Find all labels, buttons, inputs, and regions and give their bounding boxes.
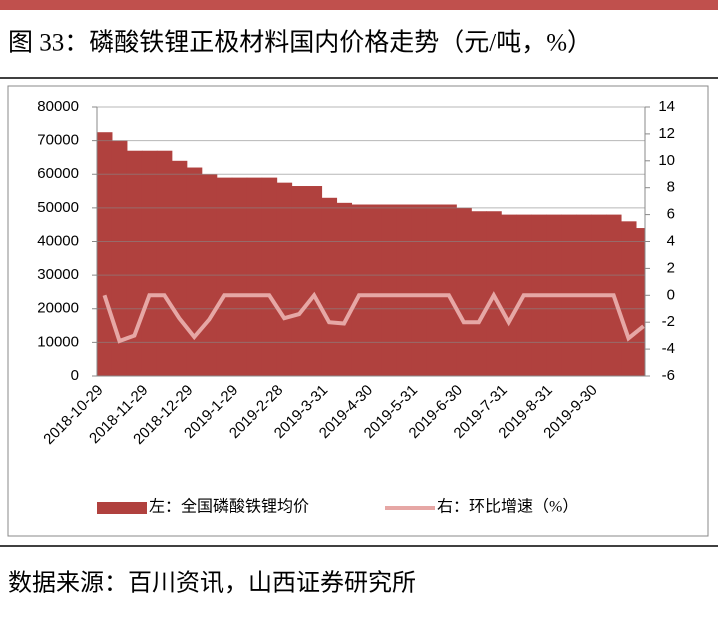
legend-label: 左：全国磷酸铁锂均价 (149, 498, 309, 516)
area-step (276, 182, 293, 376)
y2-tick-label: 8 (667, 179, 675, 196)
y2-tick-label: 0 (667, 286, 675, 303)
title: 图 33：磷酸铁锂正极材料国内价格走势（元/吨，%） (8, 29, 592, 57)
y-tick-label: 0 (71, 367, 79, 384)
y-tick-label: 80000 (37, 98, 79, 115)
area-step (261, 177, 278, 376)
source: 数据来源：百川资讯，山西证券研究所 (8, 570, 416, 597)
area-step (381, 204, 397, 376)
area-step (456, 207, 472, 376)
y-tick-label: 50000 (37, 199, 79, 216)
area-step (111, 140, 128, 376)
area-step (306, 186, 323, 376)
area-step (97, 132, 113, 376)
area-step (291, 186, 308, 376)
area-step (411, 204, 427, 376)
area-step (321, 197, 338, 376)
area-step (441, 204, 457, 376)
legend-swatch (97, 502, 147, 514)
area-step (621, 221, 637, 376)
area-step (426, 204, 442, 376)
area-step (336, 202, 353, 376)
area-step (141, 150, 158, 376)
plot: 0 10000 20000 30000 40000 50000 60000 70000 8000… (37, 98, 675, 516)
y-tick-label: 70000 (37, 132, 79, 149)
y2-tick-label: 6 (667, 206, 675, 223)
area-step (186, 167, 203, 376)
area-step (501, 214, 517, 376)
area-step (171, 160, 188, 376)
area-step (156, 150, 173, 376)
y-tick-label: 40000 (37, 232, 79, 249)
y2-tick-label: 4 (667, 232, 675, 249)
y2-tick-label: 14 (658, 98, 675, 115)
area-step (351, 204, 368, 376)
area-step (246, 177, 263, 376)
area-step (636, 228, 645, 376)
chart-frame (7, 85, 709, 537)
area-step (366, 204, 382, 376)
area-step (216, 177, 233, 376)
y2-tick-label: -4 (662, 340, 675, 357)
y-tick-label: 10000 (37, 333, 79, 350)
y2-tick-label: 12 (658, 125, 675, 142)
legend-label: 右：环比增速（%） (437, 498, 578, 516)
top-bar (0, 0, 718, 10)
area-step (231, 177, 248, 376)
change-line (102, 291, 645, 344)
y-tick-label: 20000 (37, 300, 79, 317)
y2-tick-label: -6 (662, 367, 675, 384)
area-step (396, 204, 412, 376)
y2-tick-label: 2 (667, 259, 675, 276)
area-step (471, 211, 487, 376)
y-tick-label: 30000 (37, 266, 79, 283)
y-tick-label: 60000 (37, 165, 79, 182)
y2-tick-label: 10 (658, 152, 675, 169)
y2-tick-label: -2 (662, 313, 675, 330)
